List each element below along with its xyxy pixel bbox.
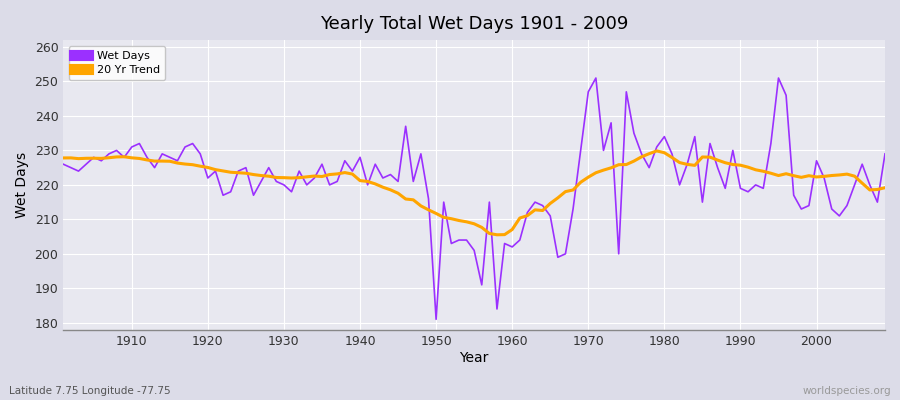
Line: Wet Days: Wet Days (63, 78, 885, 319)
20 Yr Trend (58, 156, 68, 160)
Text: Latitude 7.75 Longitude -77.75: Latitude 7.75 Longitude -77.75 (9, 386, 171, 396)
Wet Days (613, 252, 624, 256)
Wet Days (332, 179, 343, 184)
20 Yr Trend (491, 232, 502, 237)
Wet Days (515, 238, 526, 242)
Wet Days (119, 155, 130, 160)
Title: Yearly Total Wet Days 1901 - 2009: Yearly Total Wet Days 1901 - 2009 (320, 15, 628, 33)
20 Yr Trend (515, 216, 526, 220)
Wet Days (507, 244, 517, 249)
Wet Days (590, 76, 601, 80)
20 Yr Trend (652, 148, 662, 153)
Text: worldspecies.org: worldspecies.org (803, 386, 891, 396)
20 Yr Trend (332, 172, 343, 176)
Y-axis label: Wet Days: Wet Days (15, 152, 29, 218)
20 Yr Trend (879, 185, 890, 190)
20 Yr Trend (606, 166, 616, 170)
20 Yr Trend (286, 176, 297, 180)
Legend: Wet Days, 20 Yr Trend: Wet Days, 20 Yr Trend (68, 46, 166, 80)
Wet Days (286, 189, 297, 194)
20 Yr Trend (119, 154, 130, 159)
X-axis label: Year: Year (460, 351, 489, 365)
20 Yr Trend (507, 227, 517, 232)
Wet Days (431, 317, 442, 322)
Wet Days (58, 162, 68, 167)
Line: 20 Yr Trend: 20 Yr Trend (63, 151, 885, 235)
Wet Days (879, 152, 890, 156)
